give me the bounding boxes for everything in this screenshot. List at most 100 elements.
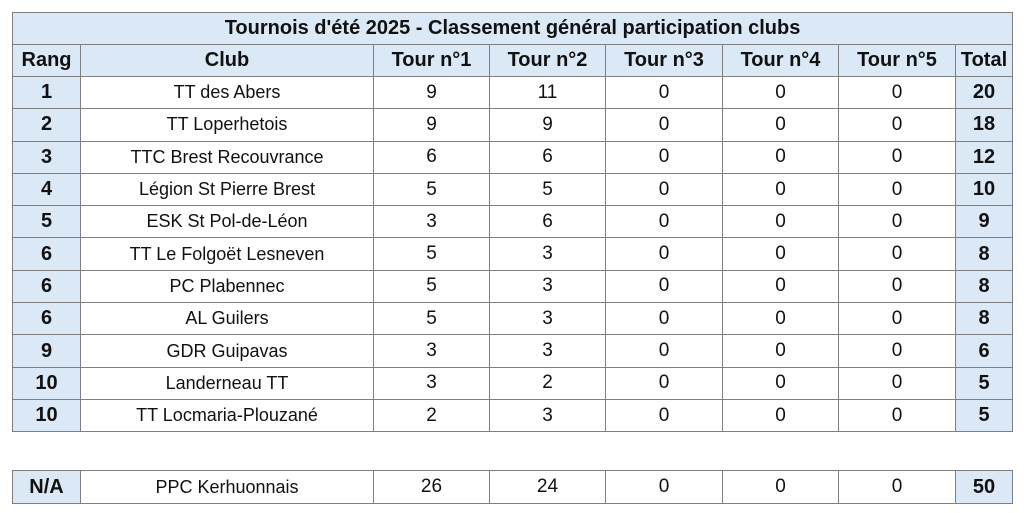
tour-4-cell: 0 xyxy=(722,205,839,239)
total-cell: 8 xyxy=(954,269,1014,304)
rank-cell: 10 xyxy=(12,398,81,433)
tour-2-cell: 6 xyxy=(489,205,606,239)
tour-3-cell: 0 xyxy=(605,398,723,433)
na-table: N/A PPC Kerhuonnais 26 24 0 0 0 50 xyxy=(12,470,1013,504)
header-club: Club xyxy=(80,44,374,77)
table-row: 6 TT Le Folgoët Lesneven 5 3 0 0 0 8 xyxy=(12,237,1014,271)
rank-cell: 5 xyxy=(12,205,81,239)
tour-2-cell: 5 xyxy=(489,172,606,207)
tour-1-cell: 5 xyxy=(373,269,490,304)
tour-1-cell: 5 xyxy=(373,302,490,336)
na-tour-1: 26 xyxy=(373,470,490,504)
club-cell: TT des Abers xyxy=(80,75,374,110)
tour-3-cell: 0 xyxy=(605,366,723,400)
rank-cell: 9 xyxy=(12,334,81,368)
total-cell: 9 xyxy=(954,205,1014,239)
rank-cell: 10 xyxy=(12,366,81,400)
total-cell: 5 xyxy=(954,398,1014,433)
table-row: 5 ESK St Pol-de-Léon 3 6 0 0 0 9 xyxy=(12,205,1014,239)
rank-cell: 1 xyxy=(12,75,81,110)
club-cell: TT Loperhetois xyxy=(80,108,374,142)
header-tour-1: Tour n°1 xyxy=(373,44,490,77)
tour-2-cell: 6 xyxy=(489,140,606,174)
club-cell: Légion St Pierre Brest xyxy=(80,172,374,207)
table-title: Tournois d'été 2025 - Classement général… xyxy=(11,12,1014,45)
tour-4-cell: 0 xyxy=(722,334,839,368)
tour-5-cell: 0 xyxy=(838,366,956,400)
tour-1-cell: 3 xyxy=(373,205,490,239)
tour-4-cell: 0 xyxy=(722,269,839,304)
club-cell: Landerneau TT xyxy=(80,366,374,400)
tour-3-cell: 0 xyxy=(605,237,723,271)
tour-1-cell: 9 xyxy=(373,108,490,142)
tour-2-cell: 3 xyxy=(489,302,606,336)
tour-3-cell: 0 xyxy=(605,75,723,110)
table-row: 6 PC Plabennec 5 3 0 0 0 8 xyxy=(12,269,1014,304)
tour-1-cell: 2 xyxy=(373,398,490,433)
table-row: 6 AL Guilers 5 3 0 0 0 8 xyxy=(12,302,1014,336)
tour-5-cell: 0 xyxy=(838,302,956,336)
tour-3-cell: 0 xyxy=(605,334,723,368)
rank-cell: 2 xyxy=(12,108,81,142)
header-rang: Rang xyxy=(12,44,81,77)
tour-3-cell: 0 xyxy=(605,108,723,142)
table-row: 10 TT Locmaria-Plouzané 2 3 0 0 0 5 xyxy=(12,398,1014,433)
tour-4-cell: 0 xyxy=(722,366,839,400)
na-club: PPC Kerhuonnais xyxy=(80,470,374,504)
tour-2-cell: 3 xyxy=(489,237,606,271)
tour-5-cell: 0 xyxy=(838,334,956,368)
table-row: 4 Légion St Pierre Brest 5 5 0 0 0 10 xyxy=(12,172,1014,207)
rank-cell: 6 xyxy=(12,302,81,336)
tour-4-cell: 0 xyxy=(722,237,839,271)
tour-5-cell: 0 xyxy=(838,108,956,142)
tour-5-cell: 0 xyxy=(838,205,956,239)
tour-2-cell: 3 xyxy=(489,269,606,304)
tour-5-cell: 0 xyxy=(838,398,956,433)
tour-1-cell: 9 xyxy=(373,75,490,110)
header-tour-3: Tour n°3 xyxy=(605,44,723,77)
club-cell: GDR Guipavas xyxy=(80,334,374,368)
table-row: 10 Landerneau TT 3 2 0 0 0 5 xyxy=(12,366,1014,400)
na-tour-3: 0 xyxy=(605,470,723,504)
rank-cell: 3 xyxy=(12,140,81,174)
tour-1-cell: 6 xyxy=(373,140,490,174)
rank-cell: 6 xyxy=(12,269,81,304)
tour-4-cell: 0 xyxy=(722,75,839,110)
tour-5-cell: 0 xyxy=(838,172,956,207)
total-cell: 12 xyxy=(954,140,1014,174)
total-cell: 5 xyxy=(954,366,1014,400)
ranking-table: Tournois d'été 2025 - Classement général… xyxy=(11,12,1014,433)
total-cell: 10 xyxy=(954,172,1014,207)
tour-1-cell: 5 xyxy=(373,237,490,271)
tour-2-cell: 9 xyxy=(489,108,606,142)
header-tour-5: Tour n°5 xyxy=(838,44,956,77)
table-body: 1 TT des Abers 9 11 0 0 0 20 2 TT Loperhetois 9 9 0 0… xyxy=(12,75,1014,433)
table-row: 9 GDR Guipavas 3 3 0 0 0 6 xyxy=(12,334,1014,368)
club-cell: ESK St Pol-de-Léon xyxy=(80,205,374,239)
rank-cell: 6 xyxy=(12,237,81,271)
header-tour-4: Tour n°4 xyxy=(722,44,839,77)
tour-1-cell: 3 xyxy=(373,334,490,368)
club-cell: AL Guilers xyxy=(80,302,374,336)
tour-2-cell: 2 xyxy=(489,366,606,400)
header-total: Total xyxy=(954,44,1014,77)
table-row: 3 TTC Brest Recouvrance 6 6 0 0 0 12 xyxy=(12,140,1014,174)
tour-5-cell: 0 xyxy=(838,237,956,271)
na-tour-2: 24 xyxy=(489,470,606,504)
club-cell: TTC Brest Recouvrance xyxy=(80,140,374,174)
tour-5-cell: 0 xyxy=(838,140,956,174)
title-row: Tournois d'été 2025 - Classement général… xyxy=(11,12,1014,45)
table-row: 1 TT des Abers 9 11 0 0 0 20 xyxy=(12,75,1014,110)
total-cell: 18 xyxy=(954,108,1014,142)
tour-3-cell: 0 xyxy=(605,172,723,207)
header-tour-2: Tour n°2 xyxy=(489,44,606,77)
na-tour-4: 0 xyxy=(722,470,839,504)
club-cell: TT Le Folgoët Lesneven xyxy=(80,237,374,271)
tour-2-cell: 3 xyxy=(489,398,606,433)
tour-5-cell: 0 xyxy=(838,269,956,304)
club-cell: TT Locmaria-Plouzané xyxy=(80,398,374,433)
tour-2-cell: 3 xyxy=(489,334,606,368)
tour-4-cell: 0 xyxy=(722,140,839,174)
total-cell: 6 xyxy=(954,334,1014,368)
na-row: N/A PPC Kerhuonnais 26 24 0 0 0 50 xyxy=(12,470,1013,504)
